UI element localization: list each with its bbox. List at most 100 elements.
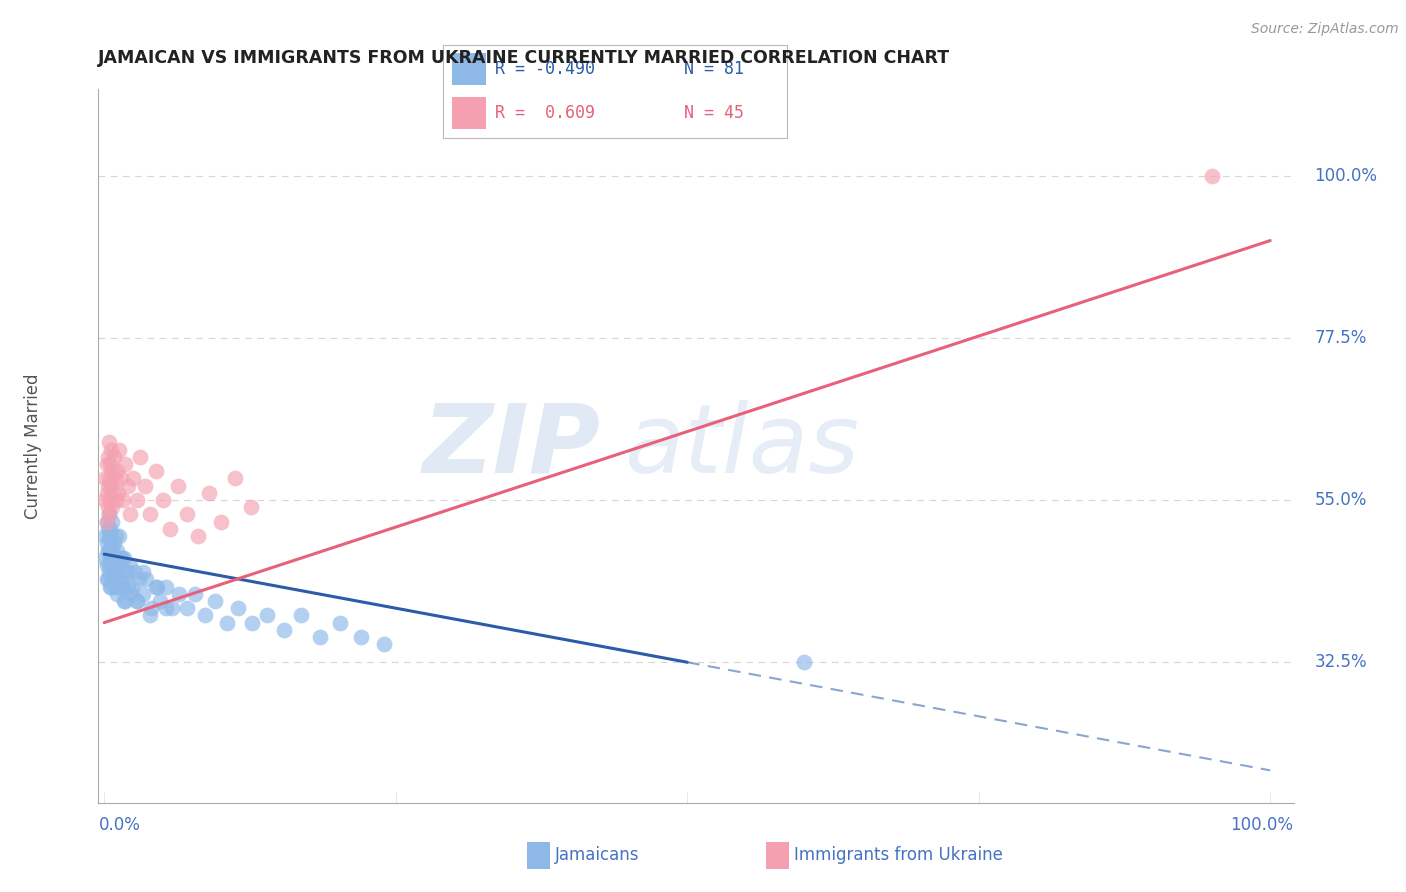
Point: [101, 572, 124, 586]
Point: [103, 565, 125, 579]
Point: [149, 594, 172, 608]
Point: [97, 435, 120, 450]
Point: [215, 615, 238, 630]
Point: [97, 478, 120, 492]
Point: [204, 594, 226, 608]
Point: [108, 529, 131, 543]
Point: [96, 457, 118, 471]
Point: [117, 580, 139, 594]
Point: [100, 580, 122, 594]
Point: [98, 529, 121, 543]
Point: [105, 464, 128, 478]
Point: [114, 457, 136, 471]
Point: [98, 493, 121, 508]
Point: [98, 580, 121, 594]
Point: [110, 471, 132, 485]
Point: [97, 450, 120, 464]
Point: [198, 486, 221, 500]
Point: [105, 543, 128, 558]
Text: 100.0%: 100.0%: [1230, 816, 1294, 834]
Point: [155, 601, 177, 615]
Point: [100, 478, 122, 492]
Point: [145, 464, 167, 478]
Point: [104, 580, 127, 594]
Point: [184, 587, 207, 601]
Point: [96, 558, 118, 572]
Point: [103, 450, 125, 464]
Point: [100, 442, 122, 457]
Point: [256, 608, 278, 623]
Point: [107, 580, 129, 594]
Point: [101, 464, 124, 478]
Bar: [451, 97, 486, 129]
Point: [104, 572, 127, 586]
Point: [159, 522, 181, 536]
Point: [104, 550, 127, 565]
Text: 0.0%: 0.0%: [98, 816, 141, 834]
Point: [94, 550, 117, 565]
Point: [125, 594, 148, 608]
Point: [96, 536, 118, 550]
Point: [94, 493, 117, 508]
Text: Currently Married: Currently Married: [24, 373, 42, 519]
Point: [117, 565, 139, 579]
Point: [166, 478, 188, 492]
Point: [97, 572, 120, 586]
Text: 32.5%: 32.5%: [1315, 653, 1367, 672]
Point: [103, 536, 125, 550]
Point: [97, 543, 120, 558]
Text: R =  0.609: R = 0.609: [495, 104, 595, 122]
Text: 100.0%: 100.0%: [1315, 167, 1378, 185]
Point: [101, 500, 124, 515]
Point: [125, 493, 148, 508]
Text: N = 45: N = 45: [685, 104, 744, 122]
Point: [112, 550, 135, 565]
Point: [96, 515, 118, 529]
Point: [97, 471, 120, 485]
Point: [118, 508, 141, 522]
Point: [138, 508, 160, 522]
Point: [97, 565, 120, 579]
Text: Source: ZipAtlas.com: Source: ZipAtlas.com: [1251, 22, 1399, 37]
Point: [111, 580, 134, 594]
Point: [117, 478, 139, 492]
Point: [209, 515, 232, 529]
Point: [97, 500, 120, 515]
Point: [103, 550, 125, 565]
Text: Jamaicans: Jamaicans: [555, 847, 640, 864]
Point: [129, 450, 152, 464]
Point: [132, 565, 155, 579]
Point: [373, 637, 395, 651]
Point: [309, 630, 332, 644]
Point: [290, 608, 312, 623]
Point: [240, 500, 263, 515]
Point: [155, 580, 177, 594]
Point: [98, 457, 121, 471]
Point: [104, 471, 127, 485]
Point: [100, 558, 122, 572]
Point: [176, 601, 198, 615]
Point: [139, 601, 162, 615]
Point: [100, 536, 122, 550]
Point: [97, 543, 120, 558]
Point: [104, 565, 127, 579]
Point: [115, 565, 138, 579]
Point: [240, 615, 263, 630]
Point: [228, 601, 250, 615]
Point: [121, 587, 143, 601]
Point: [107, 486, 129, 500]
Point: [121, 580, 143, 594]
Point: [97, 508, 120, 522]
Point: [160, 601, 183, 615]
Point: [94, 471, 117, 485]
Point: [101, 543, 124, 558]
Point: [273, 623, 295, 637]
Point: [138, 608, 160, 623]
Point: [96, 515, 118, 529]
Point: [98, 550, 121, 565]
Point: [111, 493, 134, 508]
Point: [124, 565, 146, 579]
Point: [97, 529, 120, 543]
Point: [193, 608, 215, 623]
Text: ZIP: ZIP: [422, 400, 600, 492]
